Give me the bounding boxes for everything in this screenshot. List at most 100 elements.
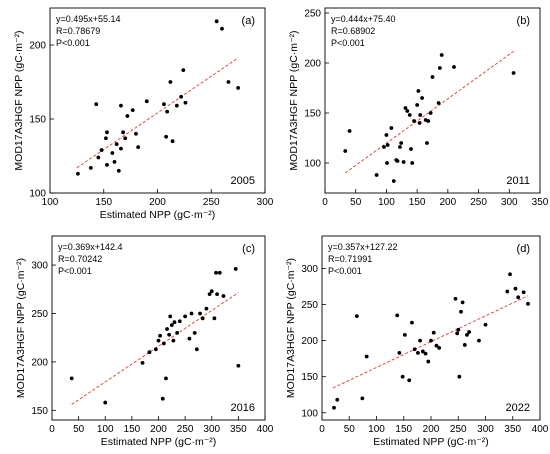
x-tick-label: 100 <box>378 197 395 208</box>
x-tick-label: 50 <box>350 197 362 208</box>
data-point <box>96 155 101 160</box>
x-tick-label: 200 <box>440 197 457 208</box>
data-point <box>123 136 128 141</box>
x-tick-label: 300 <box>477 424 494 435</box>
data-point <box>134 131 138 136</box>
x-tick-label: 200 <box>423 424 440 435</box>
data-point <box>172 320 177 325</box>
data-point <box>402 332 407 337</box>
x-tick-label: 200 <box>149 197 166 208</box>
data-point <box>194 347 199 352</box>
data-point <box>212 316 217 321</box>
data-point <box>384 133 389 137</box>
data-point <box>428 111 433 115</box>
data-point <box>385 161 389 165</box>
data-point <box>88 165 93 170</box>
data-point <box>153 347 158 352</box>
data-point <box>168 80 173 84</box>
data-point <box>412 119 416 123</box>
x-tick-label: 0 <box>319 424 325 435</box>
data-point <box>526 301 530 306</box>
data-point <box>407 378 412 383</box>
data-point <box>420 96 424 100</box>
data-point <box>221 294 226 298</box>
data-point <box>437 66 442 70</box>
x-tick-label: 0 <box>49 424 55 435</box>
x-axis-label: Estimated NPP (gC·m⁻²) <box>100 209 216 221</box>
data-point <box>415 103 420 107</box>
panel-a: 100 150 200 250 300 100 150 200 y=0.495x+55.14 R=… <box>13 7 274 221</box>
data-point <box>105 130 109 135</box>
data-point <box>412 347 417 352</box>
data-point <box>416 89 421 93</box>
x-tick-label: 250 <box>450 424 467 435</box>
data-point <box>439 53 444 57</box>
data-point <box>169 323 174 327</box>
year-label: 2011 <box>506 175 530 187</box>
data-point <box>521 290 526 295</box>
data-point <box>453 296 458 301</box>
data-point <box>455 331 460 336</box>
data-point <box>374 173 379 177</box>
data-point <box>125 114 130 118</box>
data-point <box>423 351 428 356</box>
data-point <box>175 330 180 335</box>
data-point <box>398 145 402 149</box>
data-point <box>76 171 80 176</box>
data-point <box>233 267 238 271</box>
data-point <box>457 374 462 379</box>
p-value: P<0.001 <box>58 266 92 276</box>
data-point <box>181 68 186 73</box>
y-tick-label: 300 <box>301 264 318 275</box>
y-tick-label: 250 <box>31 309 48 320</box>
data-point <box>462 343 467 347</box>
data-point <box>236 363 241 368</box>
data-point <box>104 136 108 141</box>
x-tick-label: 150 <box>95 197 112 208</box>
data-point <box>99 148 104 152</box>
x-tick-label: 350 <box>230 424 247 435</box>
data-point <box>360 396 365 401</box>
data-point <box>136 145 141 150</box>
data-point <box>409 147 413 151</box>
data-point <box>513 286 518 291</box>
data-point <box>410 161 415 165</box>
data-point <box>347 129 352 133</box>
data-point <box>343 149 348 153</box>
data-point <box>121 130 125 135</box>
data-point <box>140 360 145 365</box>
data-point <box>156 338 161 343</box>
data-point <box>105 162 109 167</box>
data-point <box>198 311 202 316</box>
data-point <box>397 350 402 355</box>
data-point <box>417 121 422 125</box>
data-point <box>171 338 176 343</box>
x-tick-label: 100 <box>368 424 385 435</box>
data-point <box>418 338 422 343</box>
data-point <box>426 119 431 123</box>
regression-equation: y=0.369x+142.4 <box>58 242 123 252</box>
p-value: P<0.001 <box>331 38 365 48</box>
y-tick-label: 200 <box>29 41 46 52</box>
data-point <box>516 295 521 300</box>
data-point <box>165 109 170 114</box>
data-point <box>183 100 188 105</box>
regression-line <box>76 57 239 169</box>
x-tick-label: 150 <box>124 424 141 435</box>
data-point <box>459 309 463 314</box>
panel-label: (c) <box>242 243 255 255</box>
y-tick-label: 150 <box>304 109 321 120</box>
data-point <box>164 134 169 139</box>
x-tick-label: 250 <box>203 197 220 208</box>
data-point <box>505 289 510 294</box>
x-tick-label: 50 <box>344 424 356 435</box>
data-point <box>179 94 184 99</box>
x-tick-label: 350 <box>532 197 549 208</box>
data-point <box>174 103 179 108</box>
x-tick-label: 250 <box>177 424 194 435</box>
data-point <box>200 316 205 321</box>
data-point <box>69 376 74 381</box>
y-tick-label: 200 <box>304 59 321 70</box>
data-point <box>335 397 340 402</box>
p-value: P<0.001 <box>328 266 362 276</box>
